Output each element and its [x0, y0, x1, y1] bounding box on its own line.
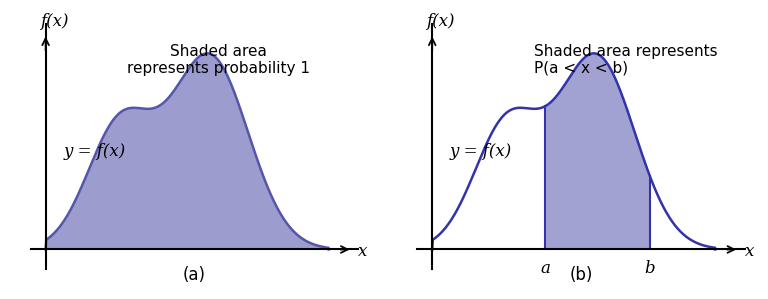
Text: Shaded area
represents probability 1: Shaded area represents probability 1: [127, 44, 310, 76]
Text: a: a: [541, 260, 551, 277]
Text: (b): (b): [569, 266, 593, 284]
Text: (a): (a): [183, 266, 206, 284]
Text: f(x): f(x): [40, 13, 68, 30]
Text: y = f(x): y = f(x): [450, 143, 512, 160]
Text: x: x: [359, 243, 368, 260]
Text: b: b: [644, 260, 655, 277]
Text: f(x): f(x): [426, 13, 455, 30]
Text: y = f(x): y = f(x): [64, 143, 126, 160]
Text: x: x: [745, 243, 754, 260]
Text: Shaded area represents
P(a < x < b): Shaded area represents P(a < x < b): [534, 44, 717, 76]
